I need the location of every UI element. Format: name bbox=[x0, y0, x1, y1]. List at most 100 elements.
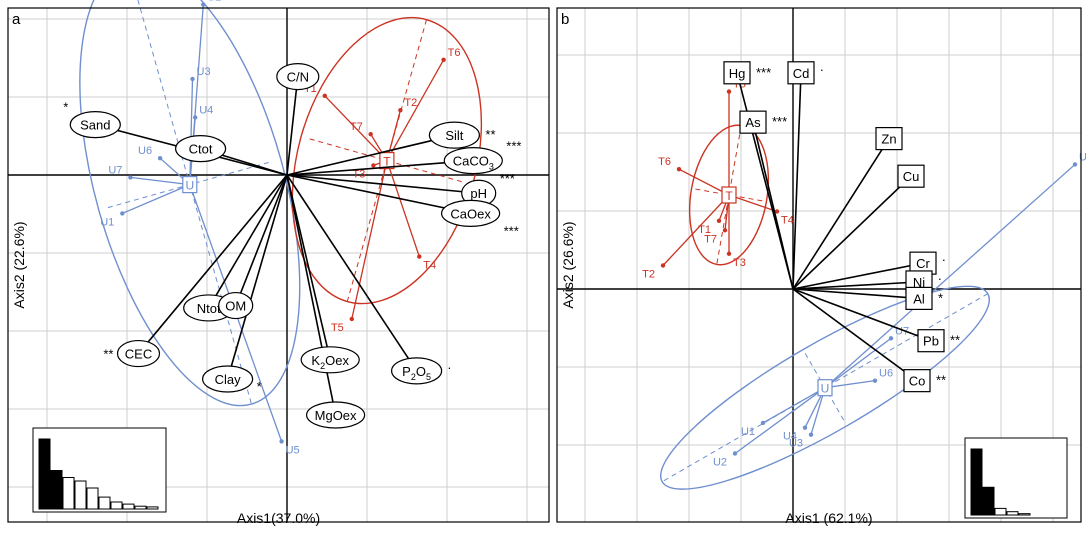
variable-name: OM bbox=[225, 299, 246, 314]
x-axis-title: Axis1 (62.1%) bbox=[785, 510, 872, 526]
data-point bbox=[808, 432, 814, 437]
label-box bbox=[903, 369, 931, 393]
loading-vector bbox=[286, 159, 474, 176]
point-label: T2 bbox=[642, 269, 655, 281]
variable-label: CaCO3 *** bbox=[443, 139, 521, 175]
data-point bbox=[726, 251, 732, 256]
variable-label: P2O5. bbox=[391, 357, 452, 385]
data-point bbox=[441, 57, 446, 62]
significance-mark: *** bbox=[506, 139, 521, 154]
variable-label: K2Oex bbox=[300, 346, 360, 374]
label-ellipse bbox=[69, 110, 121, 139]
loading-vector bbox=[286, 174, 479, 195]
significance-mark: . bbox=[942, 249, 946, 264]
loading-vector bbox=[226, 174, 288, 380]
label-ellipse bbox=[428, 121, 480, 149]
spoke-line bbox=[351, 160, 388, 320]
label-box bbox=[739, 110, 767, 134]
variable-name: K2Oex bbox=[311, 353, 349, 371]
variable-name: Silt bbox=[445, 128, 463, 143]
variable-name: CaCO3 bbox=[453, 154, 494, 172]
label-ellipse bbox=[276, 62, 320, 91]
variable-label: OM bbox=[218, 291, 254, 320]
point-label: T4 bbox=[781, 214, 794, 226]
significance-mark: ** bbox=[936, 373, 946, 388]
variable-name: Cd bbox=[793, 66, 810, 81]
point-label: U2 bbox=[713, 457, 727, 469]
centroid-label: T bbox=[383, 155, 391, 169]
scree-bar bbox=[110, 501, 123, 510]
loading-vector bbox=[792, 175, 912, 290]
point-label: U3 bbox=[789, 438, 803, 450]
significance-mark: * bbox=[938, 290, 943, 305]
data-point bbox=[193, 115, 198, 120]
centroid-box bbox=[182, 176, 198, 194]
spoke-line bbox=[824, 380, 876, 389]
y-axis-title: Axis2 (26.6%) bbox=[560, 221, 576, 308]
variable-label: Pb ** bbox=[917, 329, 960, 353]
label-ellipse bbox=[116, 339, 161, 368]
panel-label: b bbox=[561, 11, 569, 28]
data-point bbox=[676, 166, 682, 172]
spoke-line bbox=[130, 176, 190, 186]
variable-name: pH bbox=[470, 186, 487, 201]
variable-name: As bbox=[745, 115, 761, 130]
centroid-label: U bbox=[185, 179, 194, 193]
point-label: U2 bbox=[207, 0, 221, 4]
data-point bbox=[732, 451, 738, 456]
data-point bbox=[722, 228, 728, 233]
loading-vector bbox=[286, 174, 337, 416]
data-point bbox=[279, 439, 284, 444]
data-point bbox=[322, 93, 327, 99]
centroid-label: U bbox=[821, 382, 830, 396]
point-label: U1 bbox=[100, 216, 114, 228]
point-label: T7 bbox=[350, 121, 363, 133]
label-ellipse bbox=[202, 365, 254, 393]
label-ellipse bbox=[443, 147, 503, 175]
point-label: U6 bbox=[138, 145, 152, 157]
data-point bbox=[349, 316, 354, 322]
variable-label: Clay * bbox=[202, 365, 262, 394]
significance-mark: *** bbox=[504, 223, 519, 238]
data-point bbox=[726, 89, 732, 94]
label-ellipse bbox=[441, 199, 501, 227]
data-point bbox=[128, 175, 133, 180]
variable-name: MgOex bbox=[315, 408, 357, 423]
loading-vector bbox=[792, 288, 918, 382]
loading-vector bbox=[286, 174, 331, 360]
scree-bar bbox=[994, 507, 1007, 516]
variable-label: Co ** bbox=[903, 369, 946, 393]
variable-label: Cd. bbox=[787, 59, 824, 85]
loading-vector bbox=[286, 134, 455, 176]
loading-vector bbox=[137, 174, 288, 355]
spoke-line bbox=[386, 160, 420, 257]
variable-name: Pb bbox=[923, 334, 939, 349]
panel-frame bbox=[7, 7, 550, 523]
scree-bar bbox=[122, 503, 135, 510]
significance-mark: ** bbox=[950, 333, 960, 348]
centroid-box bbox=[721, 186, 737, 204]
loading-vector bbox=[208, 174, 288, 309]
label-ellipse bbox=[391, 357, 443, 385]
data-point bbox=[398, 108, 403, 113]
significance-mark: *** bbox=[756, 65, 771, 80]
variable-name: CEC bbox=[125, 347, 152, 362]
variable-label: Ctot bbox=[175, 135, 227, 163]
label-box bbox=[723, 61, 751, 85]
scree-bar bbox=[982, 486, 995, 516]
group-u: U1 U2 U3 U4 U5 U6 U7 U bbox=[79, 0, 301, 456]
variable-label: As *** bbox=[739, 110, 787, 134]
variable-label: Hg *** bbox=[723, 61, 771, 85]
loading-vector bbox=[792, 262, 924, 290]
loading-vector bbox=[792, 288, 932, 342]
variable-name: Ni bbox=[913, 275, 925, 290]
label-box bbox=[897, 164, 925, 188]
data-point bbox=[802, 425, 808, 430]
scree-inset bbox=[964, 437, 1068, 519]
significance-mark: . bbox=[448, 357, 452, 372]
point-label: U7 bbox=[108, 164, 122, 176]
spoke-line bbox=[824, 163, 1076, 389]
data-point bbox=[660, 263, 666, 268]
point-label: U5 bbox=[286, 444, 300, 456]
